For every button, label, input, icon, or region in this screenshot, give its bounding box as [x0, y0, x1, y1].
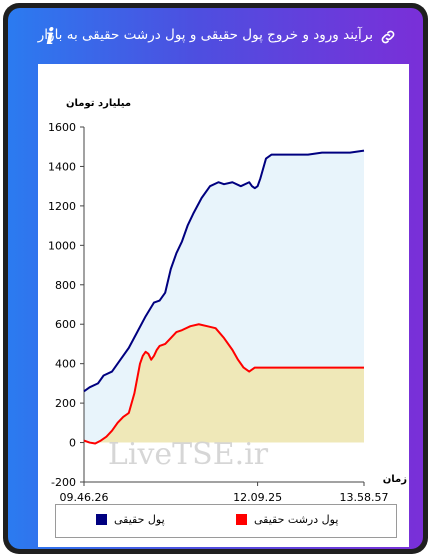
y-tick-label: 0 — [69, 437, 76, 450]
x-tick-label: 13.58.57 — [340, 491, 389, 504]
legend-swatch-big-real-money — [236, 514, 247, 525]
y-tick-label: 1600 — [48, 121, 76, 134]
y-tick-label: 600 — [55, 318, 76, 331]
card-frame: i برآیند ورود و خروج پول حقیقی و پول درش… — [3, 3, 428, 554]
x-axis-label: زمان — [383, 474, 407, 485]
card-body: i برآیند ورود و خروج پول حقیقی و پول درش… — [8, 8, 423, 549]
legend-label-big-real-money: پول درشت حقیقی — [254, 513, 339, 526]
y-axis-label: میلیارد تومان — [66, 98, 131, 109]
y-tick-label: -200 — [51, 476, 76, 489]
y-tick-label: 1400 — [48, 160, 76, 173]
chart-legend: پول حقیقی پول درشت حقیقی — [55, 504, 397, 538]
series-line-1 — [83, 323, 364, 445]
legend-label-real-money: پول حقیقی — [114, 513, 165, 526]
y-tick-label: 200 — [55, 397, 76, 410]
x-tick-label: 12.09.25 — [233, 491, 282, 504]
chart-panel: میلیارد تومان زمان LiveTSE.ir -200 0 200 40… — [38, 64, 409, 547]
x-tick-label: 09.46.26 — [60, 491, 109, 504]
card-title: برآیند ورود و خروج پول حقیقی و پول درشت … — [37, 27, 373, 43]
y-tick-label: 1000 — [48, 239, 76, 252]
y-tick-label: 1200 — [48, 200, 76, 213]
watermark: LiveTSE.ir — [108, 437, 269, 472]
series-line-0 — [83, 149, 365, 393]
info-icon[interactable]: i — [46, 24, 55, 50]
card-header: i برآیند ورود و خروج پول حقیقی و پول درش… — [8, 8, 423, 62]
legend-swatch-real-money — [96, 514, 107, 525]
y-tick-label: 400 — [55, 358, 76, 371]
link-icon[interactable] — [379, 28, 397, 46]
series-area-1 — [84, 324, 364, 444]
y-tick-label: 800 — [55, 279, 76, 292]
area-chart: میلیارد تومان زمان LiveTSE.ir -200 0 200 40… — [48, 98, 407, 504]
